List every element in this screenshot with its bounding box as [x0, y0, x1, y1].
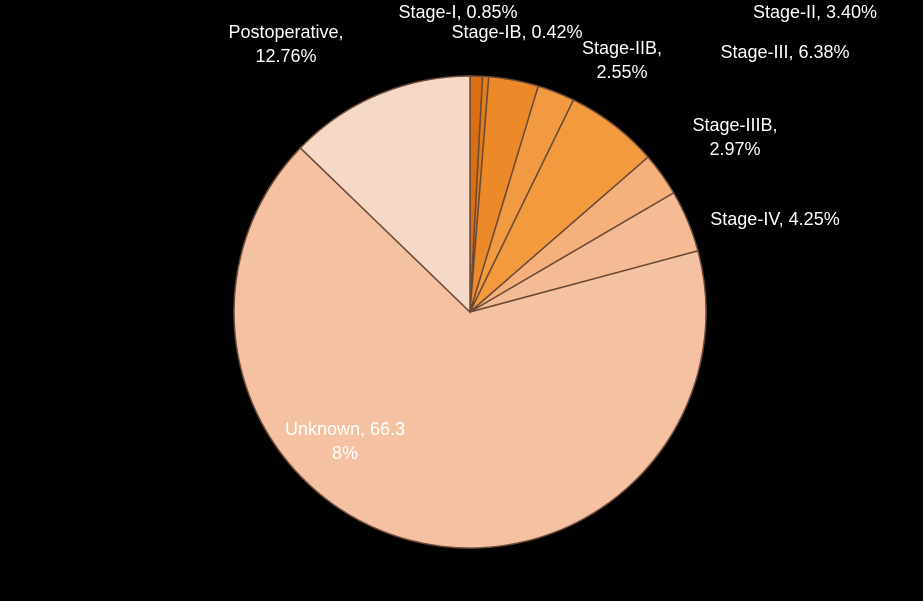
data-label: Postoperative, 12.76%	[228, 22, 344, 66]
pie-slice	[299, 75, 471, 314]
data-label: Stage-III, 6.38%	[720, 42, 850, 62]
data-label: Stage-IB, 0.42%	[451, 22, 583, 42]
data-label: Stage-IIIB, 2.97%	[692, 115, 778, 159]
data-label: Stage-IIB, 2.55%	[581, 38, 663, 82]
data-label: Stage-II, 3.40%	[752, 2, 878, 22]
data-label: Stage-I, 0.85%	[398, 2, 518, 22]
data-label: Stage-IV, 4.25%	[710, 209, 840, 229]
data-label: Unknown, 66.38%	[284, 419, 406, 463]
pie-slice	[233, 146, 707, 549]
